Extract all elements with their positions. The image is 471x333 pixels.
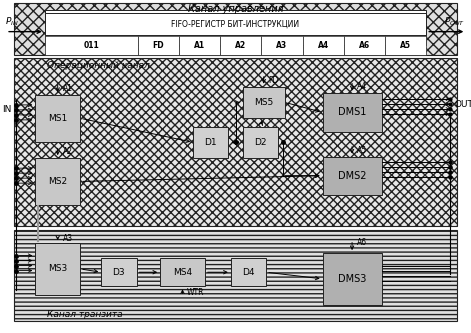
Text: A5: A5 (357, 146, 367, 155)
Bar (220, 36, 261, 55)
Text: Канал управления: Канал управления (187, 4, 284, 14)
Text: DMS3: DMS3 (338, 274, 366, 284)
Text: A6: A6 (357, 237, 367, 247)
Bar (101, 258, 137, 286)
Bar (35, 243, 80, 295)
Text: A4: A4 (357, 82, 367, 92)
Text: WTR: WTR (187, 288, 205, 297)
Text: MS5: MS5 (254, 98, 273, 107)
Bar (323, 157, 382, 195)
Bar (45, 10, 426, 45)
Text: $P_{IN}$: $P_{IN}$ (5, 15, 18, 28)
Bar (45, 36, 138, 55)
Text: A6: A6 (359, 41, 370, 50)
Text: MS3: MS3 (48, 264, 67, 273)
Text: FD: FD (152, 41, 164, 50)
Bar (344, 36, 385, 55)
Text: DMS1: DMS1 (338, 107, 366, 118)
Text: MS1: MS1 (48, 114, 67, 123)
Bar (138, 36, 179, 55)
Bar (261, 36, 302, 55)
Text: Операционный канал: Операционный канал (48, 61, 150, 70)
Text: A1: A1 (63, 84, 73, 93)
Text: MS4: MS4 (173, 268, 192, 277)
Text: A4: A4 (317, 41, 329, 50)
Text: DMS2: DMS2 (338, 170, 366, 181)
Bar (14, 230, 457, 321)
Bar (302, 36, 344, 55)
Text: FIFO-РЕГИСТР БИТ-ИНСТРУКЦИИ: FIFO-РЕГИСТР БИТ-ИНСТРУКЦИИ (171, 20, 300, 29)
Bar (323, 93, 382, 132)
Text: OUT: OUT (455, 100, 471, 109)
Text: MS2: MS2 (48, 177, 67, 186)
Bar (35, 158, 80, 205)
Text: A2: A2 (63, 147, 73, 157)
Text: Канал транзита: Канал транзита (47, 309, 122, 319)
Text: D4: D4 (242, 268, 255, 277)
Bar (160, 258, 205, 286)
Text: A2: A2 (235, 41, 246, 50)
Bar (193, 127, 228, 158)
Text: A3: A3 (63, 234, 73, 243)
Text: A3: A3 (276, 41, 287, 50)
Text: D1: D1 (204, 138, 217, 147)
Bar (35, 95, 80, 142)
Bar (45, 13, 426, 35)
Bar (385, 36, 426, 55)
Bar (231, 258, 266, 286)
Bar (243, 127, 278, 158)
Text: D3: D3 (113, 268, 125, 277)
Text: D2: D2 (254, 138, 267, 147)
Text: IN: IN (2, 105, 12, 115)
Text: A5: A5 (400, 41, 411, 50)
Text: FD: FD (268, 76, 279, 85)
Text: $P_{OUT}$: $P_{OUT}$ (444, 15, 465, 28)
Bar (14, 58, 457, 226)
Text: 011: 011 (83, 41, 99, 50)
Bar (14, 3, 457, 55)
Bar (179, 36, 220, 55)
Text: A1: A1 (194, 41, 205, 50)
Bar (243, 87, 285, 118)
Bar (323, 253, 382, 305)
